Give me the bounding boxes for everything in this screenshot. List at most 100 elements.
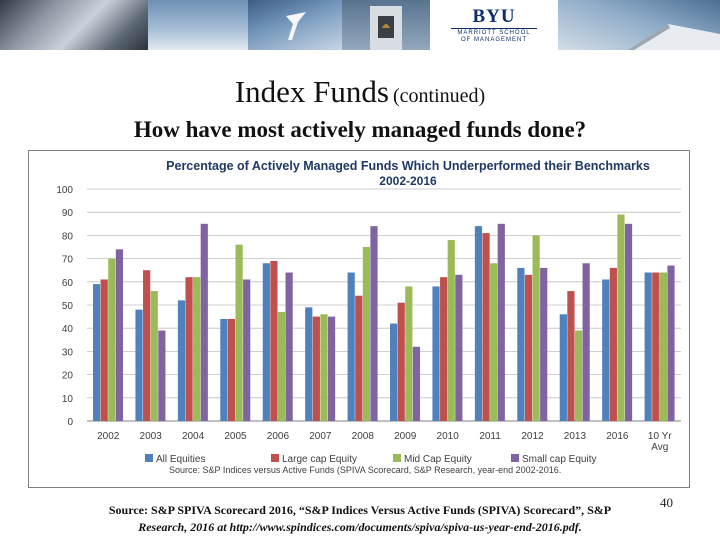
bar-2009-3 <box>412 346 421 421</box>
bar-2008-3 <box>370 226 378 421</box>
bar-2004-3 <box>200 223 208 421</box>
banner-photo-statue <box>0 0 148 50</box>
slide-title: Index Funds (continued) <box>0 74 720 110</box>
bar-2010-3 <box>455 274 463 421</box>
bar-2011-2 <box>490 263 498 421</box>
logo-brand: BYU <box>472 5 516 27</box>
bar-2013-2 <box>574 330 583 421</box>
legend-label-0: All Equities <box>156 454 205 465</box>
banner-photo-building <box>558 0 720 50</box>
bar-2002-1 <box>100 279 108 421</box>
bar-2012-0 <box>517 267 525 421</box>
x-tick-label-2004: 2004 <box>182 431 205 442</box>
bar-2005-2 <box>235 244 243 421</box>
banner-photo-sky <box>148 0 248 50</box>
bar-chart: Percentage of Actively Managed Funds Whi… <box>56 159 681 475</box>
bar-10-yr-avg-3 <box>667 265 675 421</box>
bar-10-yr-avg-2 <box>659 272 667 421</box>
x-tick-label-2007: 2007 <box>309 431 332 442</box>
banner-photo-y-mountain <box>248 0 342 50</box>
bar-2012-3 <box>540 267 548 421</box>
bar-2013-3 <box>582 263 590 421</box>
x-tick-label-2006: 2006 <box>267 431 290 442</box>
y-tick-label-30: 30 <box>62 347 74 358</box>
bar-2006-1 <box>270 260 278 421</box>
bar-2003-0 <box>135 309 143 421</box>
bar-2004-2 <box>193 277 201 421</box>
legend-label-2: Mid Cap Equity <box>404 454 472 465</box>
logo-rule <box>451 27 537 29</box>
x-tick-label-2011: 2011 <box>479 431 501 442</box>
legend-label-1: Large cap Equity <box>282 454 357 465</box>
y-tick-label-100: 100 <box>56 185 73 196</box>
bar-2006-3 <box>285 272 293 421</box>
bar-2007-0 <box>305 307 313 421</box>
bar-2008-0 <box>347 272 355 421</box>
bar-2007-3 <box>327 316 336 421</box>
x-tick-label-2005: 2005 <box>224 431 247 442</box>
bar-2016-2 <box>617 214 625 421</box>
chart-subtitle: 2002-2016 <box>379 174 437 188</box>
bar-2009-1 <box>397 302 405 421</box>
bar-2008-1 <box>355 295 363 421</box>
bar-2007-1 <box>312 316 320 421</box>
x-tick-label-2010: 2010 <box>437 431 460 442</box>
y-tick-label-20: 20 <box>62 371 74 382</box>
bar-2010-2 <box>447 240 455 421</box>
legend-swatch-1 <box>271 454 279 462</box>
x-tick-label-2002: 2002 <box>97 431 120 442</box>
chart-source-note: Source: S&P Indices versus Active Funds … <box>169 465 561 475</box>
bar-2008-2 <box>362 247 370 421</box>
bar-2010-0 <box>432 286 440 421</box>
bar-2016-3 <box>624 223 633 421</box>
legend-swatch-3 <box>511 454 519 462</box>
bar-2009-0 <box>390 323 398 421</box>
bar-2007-2 <box>320 314 328 421</box>
bar-2013-0 <box>559 314 567 421</box>
chart-title: Percentage of Actively Managed Funds Whi… <box>166 159 650 173</box>
bar-2013-1 <box>567 291 575 421</box>
y-tick-label-90: 90 <box>62 208 74 219</box>
bar-2005-3 <box>243 279 251 421</box>
bell-tower-icon <box>370 6 402 50</box>
bar-2002-0 <box>93 284 101 421</box>
slide-title-main: Index Funds <box>234 74 389 109</box>
slide-footnote: Source: S&P SPIVA Scorecard 2016, “S&P I… <box>60 502 660 536</box>
bar-2011-1 <box>482 233 490 421</box>
bar-2003-2 <box>150 291 158 421</box>
bar-2003-1 <box>143 270 151 421</box>
x-tick-label-2013: 2013 <box>564 431 587 442</box>
x-tick-label-2003: 2003 <box>140 431 163 442</box>
bar-2005-0 <box>220 318 228 421</box>
x-tick-label-2009: 2009 <box>394 431 417 442</box>
logo-sub-2: OF MANAGEMENT <box>460 36 527 43</box>
x-tick-label-avg-line1: 10 Yr <box>648 431 672 442</box>
y-tick-label-50: 50 <box>62 301 74 312</box>
footnote-line-1: Source: S&P SPIVA Scorecard 2016, “S&P I… <box>108 503 612 517</box>
bar-2004-1 <box>185 277 193 421</box>
byu-logo: BYU MARRIOTT SCHOOL OF MANAGEMENT <box>430 0 558 50</box>
bar-2010-1 <box>440 277 448 421</box>
bar-2012-2 <box>532 235 540 421</box>
footnote-line-2: Research, 2016 at http://www.spindices.c… <box>138 520 582 534</box>
bar-2006-0 <box>262 263 270 421</box>
logo-sub-1: MARRIOTT SCHOOL <box>457 29 531 36</box>
bar-2012-1 <box>524 274 533 421</box>
bar-10-yr-avg-0 <box>644 272 652 421</box>
x-tick-label-avg-line2: Avg <box>651 442 668 453</box>
y-mountain-icon <box>286 12 306 40</box>
x-tick-label-2016: 2016 <box>606 431 629 442</box>
chart-frame: Percentage of Actively Managed Funds Whi… <box>28 150 690 488</box>
y-tick-label-80: 80 <box>62 231 74 242</box>
y-tick-label-40: 40 <box>62 324 74 335</box>
x-tick-label-2012: 2012 <box>521 431 544 442</box>
y-tick-label-10: 10 <box>62 394 74 405</box>
bar-2009-2 <box>405 286 413 421</box>
banner-photo-bell-tower <box>342 0 430 50</box>
slide-subtitle: How have most actively managed funds don… <box>133 117 587 142</box>
legend-label-3: Small cap Equity <box>522 454 596 465</box>
bar-2003-3 <box>158 330 166 421</box>
slide-title-note: (continued) <box>392 85 486 107</box>
bar-10-yr-avg-1 <box>652 272 660 421</box>
bar-2002-2 <box>108 258 116 421</box>
